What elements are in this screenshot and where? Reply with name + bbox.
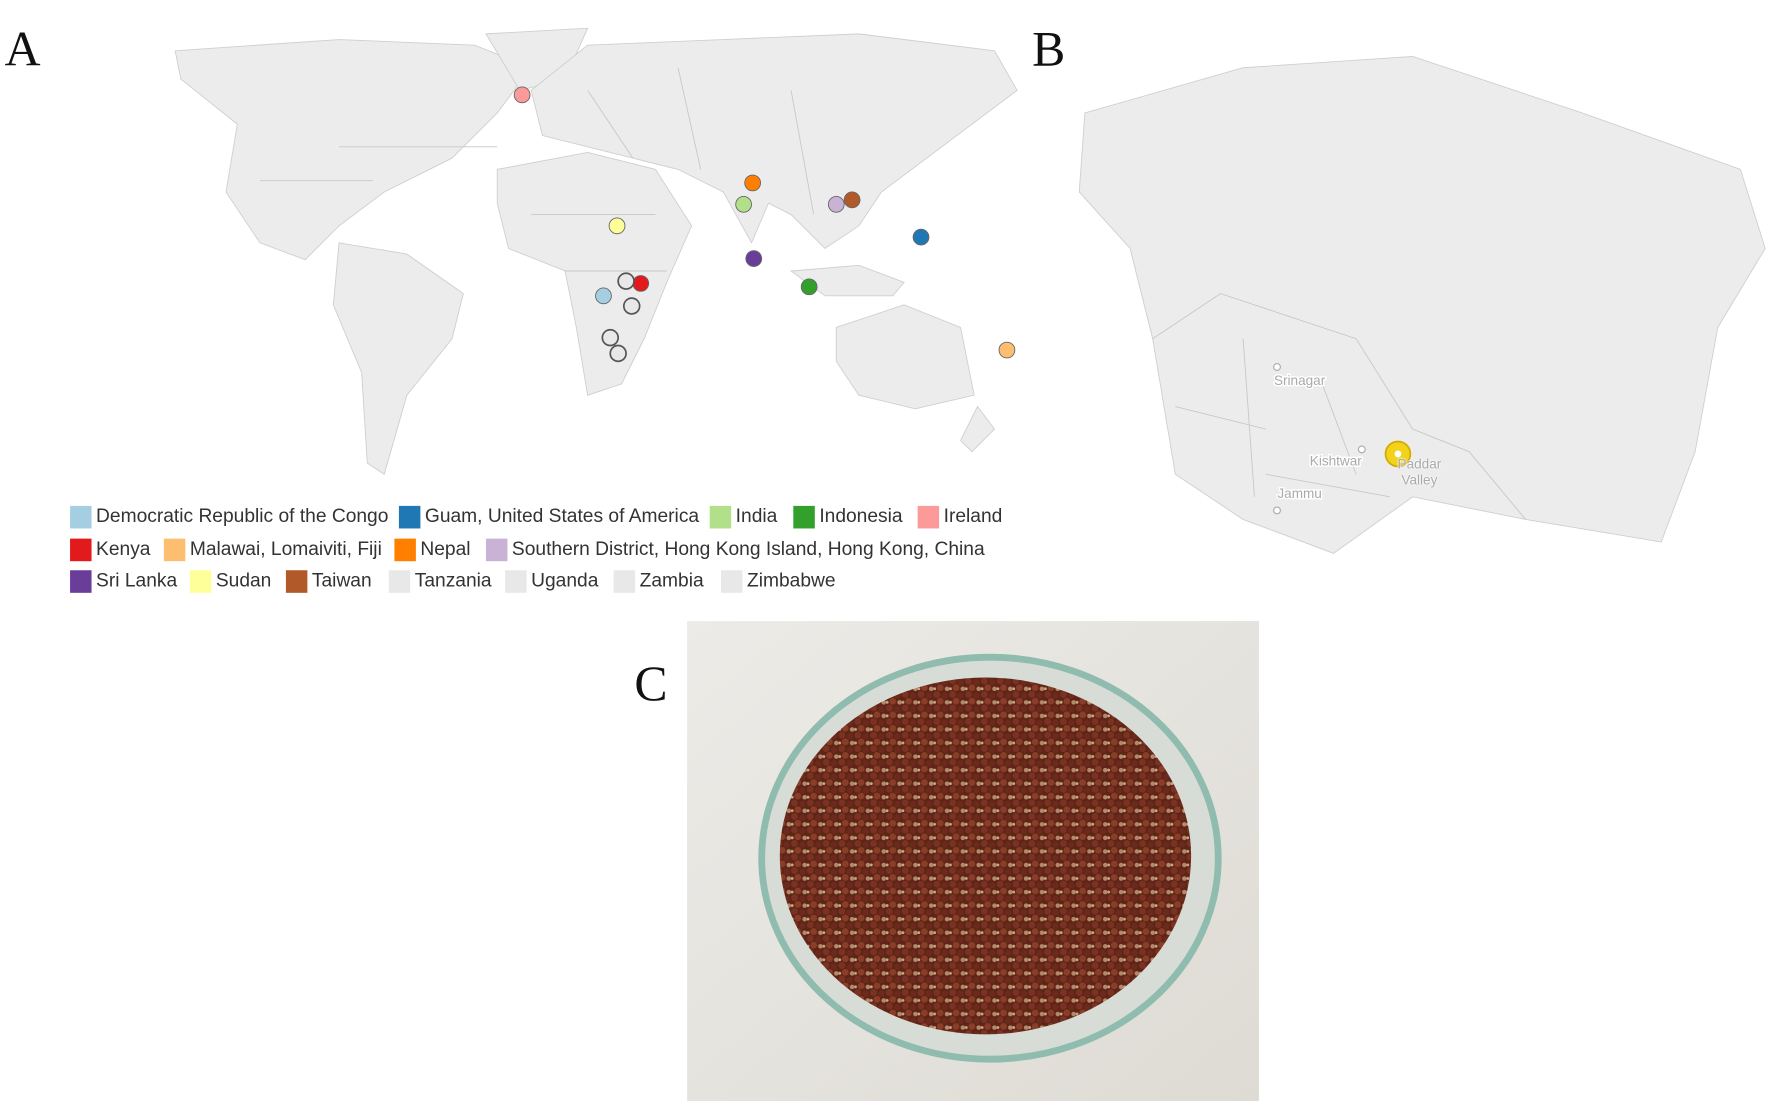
location-marker (735, 196, 752, 213)
legend-swatch (394, 538, 416, 562)
site-label-box: Paddar Valley (1397, 456, 1442, 488)
legend-swatch (721, 570, 743, 593)
panel-label: B (1032, 22, 1065, 77)
legend-label: Zambia (640, 571, 704, 592)
legend-swatch (70, 570, 92, 593)
legend-label: Ireland (944, 506, 1003, 527)
world-map (174, 27, 1018, 475)
legend-label: Indonesia (819, 506, 903, 527)
location-marker (608, 217, 626, 235)
location-marker (609, 344, 627, 363)
location-marker (998, 341, 1016, 359)
legend-swatch (505, 570, 527, 593)
city-label: Srinagar (1274, 373, 1326, 388)
location-marker (513, 86, 531, 104)
legend-swatch (189, 570, 212, 593)
legend-swatch (917, 505, 940, 529)
city-dot (1357, 445, 1366, 454)
legend-swatch (709, 505, 732, 529)
legend-label: Guam, United States of America (425, 506, 700, 527)
panel-label: C (634, 656, 667, 711)
legend-swatch (70, 538, 92, 562)
region-map (1078, 56, 1766, 554)
location-marker (617, 272, 635, 290)
site-label: Paddar Valley (1397, 456, 1442, 488)
location-marker (622, 297, 641, 315)
location-marker (745, 250, 763, 267)
location-marker (601, 328, 620, 347)
location-marker (800, 278, 818, 296)
legend-swatch (793, 505, 815, 529)
legend-label: Kenya (96, 539, 151, 560)
city-label: Kishtwar (1310, 453, 1362, 468)
location-marker (595, 287, 612, 305)
legend-swatch (70, 505, 92, 529)
legend-label: India (736, 506, 778, 527)
legend-label: Sudan (216, 571, 272, 592)
city-dot (1273, 506, 1281, 515)
city-dot (1273, 363, 1281, 371)
legend-label: Nepal (420, 539, 470, 560)
legend-swatch (613, 570, 636, 593)
photo (687, 621, 1259, 1101)
legend-label: Democratic Republic of the Congo (96, 506, 388, 527)
legend-label: Malawai, Lomaiviti, Fiji (190, 539, 382, 560)
legend-swatch (285, 570, 308, 593)
location-marker (827, 196, 845, 213)
legend-swatch (485, 538, 508, 562)
legend-swatch (163, 538, 186, 562)
study-site-center (1394, 450, 1402, 458)
legend-label: Uganda (531, 571, 599, 592)
location-marker (912, 228, 930, 246)
city-label: Jammu (1277, 486, 1321, 501)
legend-label: Tanzania (415, 571, 492, 592)
legend-label: Southern District, Hong Kong Island, Hon… (512, 539, 985, 560)
location-marker (632, 275, 650, 292)
location-marker (744, 174, 762, 192)
legend-swatch (398, 505, 421, 529)
legend-label: Zimbabwe (747, 571, 836, 592)
panel-label: A (5, 22, 41, 77)
legend-label: Sri Lanka (96, 571, 177, 592)
legend-label: Taiwan (312, 571, 372, 592)
legend-swatch (388, 570, 411, 593)
location-marker (843, 191, 861, 209)
